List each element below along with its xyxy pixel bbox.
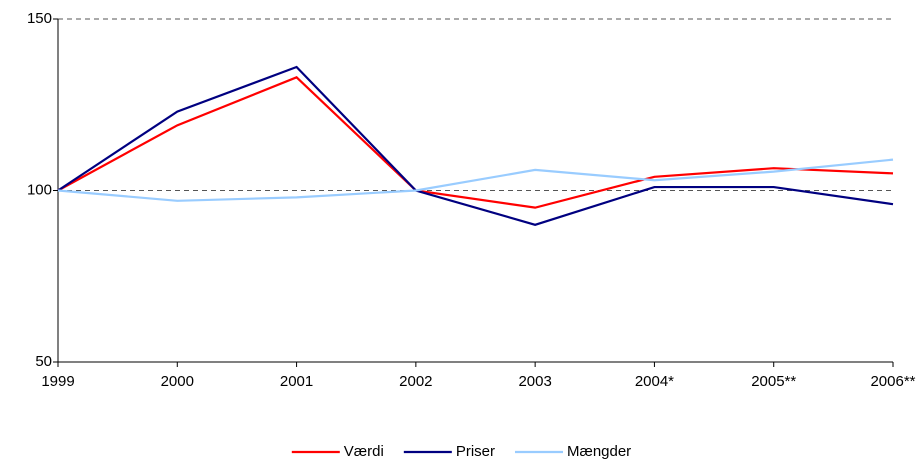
- x-tick-label: 2004*: [635, 373, 674, 390]
- legend-label: Priser: [456, 443, 495, 460]
- y-tick-label: 150: [27, 10, 52, 27]
- legend-item: Værdi: [291, 443, 384, 460]
- series-line: [57, 65, 894, 226]
- series-line: [57, 76, 894, 209]
- x-tick-label: 2006**: [870, 373, 915, 390]
- x-tick-label: 2000: [161, 373, 194, 390]
- legend-label: Værdi: [344, 443, 384, 460]
- x-tick-label: 2002: [399, 373, 432, 390]
- x-tick-label: 2001: [280, 373, 313, 390]
- legend-item: Mængder: [514, 443, 631, 460]
- y-tick-label: 100: [27, 181, 52, 198]
- x-tick-label: 1999: [41, 373, 74, 390]
- y-tick-label: 50: [35, 353, 52, 370]
- series-line: [57, 158, 894, 202]
- x-tick-label: 2003: [518, 373, 551, 390]
- legend-label: Mængder: [567, 443, 631, 460]
- x-tick-label: 2005**: [751, 373, 796, 390]
- legend-item: Priser: [403, 443, 495, 460]
